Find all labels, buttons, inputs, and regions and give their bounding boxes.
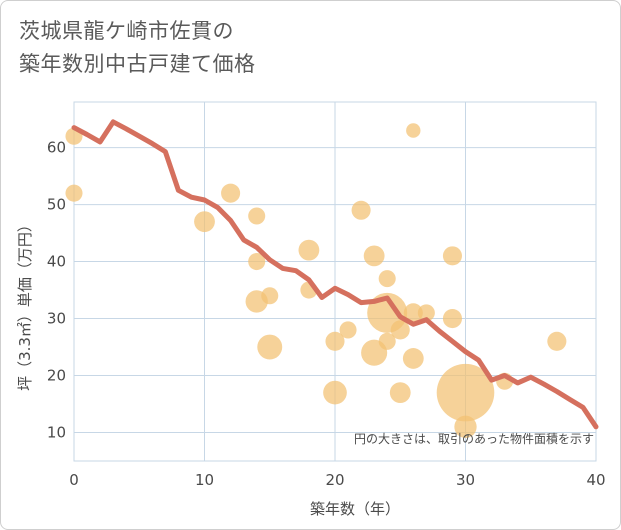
- bubble-point: [221, 183, 241, 203]
- bubble-point: [261, 287, 279, 305]
- bubble-point: [402, 348, 424, 369]
- grid: [73, 101, 597, 462]
- y-tick-label: 60: [47, 139, 66, 157]
- bubble-point: [378, 332, 396, 350]
- x-tick-label: 0: [69, 471, 79, 489]
- chart-title: 茨城県龍ケ崎市佐貫の 築年数別中古戸建て価格: [19, 15, 256, 81]
- line-layer: [71, 119, 599, 430]
- bubble-point: [417, 304, 435, 322]
- bubble-point: [547, 331, 567, 351]
- x-tick-label: 30: [456, 471, 475, 489]
- y-tick-label: 20: [47, 367, 66, 385]
- bubble-point: [442, 308, 462, 329]
- y-axis-title: 坪（3.3㎡）単価（万円）: [16, 217, 34, 391]
- y-tick-label: 30: [47, 310, 66, 328]
- x-tick-label: 40: [586, 471, 605, 489]
- x-tick-label: 20: [325, 471, 344, 489]
- bubble-point: [406, 123, 421, 138]
- bubble-point: [325, 331, 345, 351]
- bubble-point: [454, 415, 477, 438]
- bubble-point: [390, 320, 410, 340]
- x-axis-ticks: 0 10 20 30 40: [69, 471, 605, 489]
- y-tick-label: 50: [47, 196, 66, 214]
- bubble-point: [298, 239, 320, 261]
- x-tick-label: 10: [195, 471, 214, 489]
- bubble-point: [378, 270, 396, 288]
- bubble-point: [363, 245, 385, 267]
- average-price-line: [71, 119, 599, 430]
- bubble-point: [436, 363, 495, 422]
- bubble-point: [339, 321, 357, 339]
- x-axis-title: 築年数（年）: [310, 500, 400, 518]
- chart-title-line-2: 築年数別中古戸建て価格: [19, 52, 256, 76]
- y-tick-label: 10: [47, 424, 66, 442]
- chart-title-line-1: 茨城県龍ケ崎市佐貫の: [19, 19, 234, 43]
- y-tick-label: 40: [47, 253, 66, 271]
- bubble-point: [442, 246, 462, 266]
- bubble-point: [257, 334, 283, 360]
- bubble-point: [323, 380, 347, 405]
- bubble-point: [248, 207, 266, 225]
- bubble-point: [403, 303, 423, 323]
- y-axis-ticks: 10 20 30 40 50 60: [47, 139, 66, 442]
- bubble-point: [65, 184, 83, 202]
- bubble-point: [194, 211, 215, 233]
- bubble-size-note: 円の大きさは、取引のあった物件面積を示す: [354, 431, 594, 446]
- bubble-point: [351, 200, 371, 220]
- bubble-point: [248, 253, 266, 271]
- bubble-point: [389, 382, 411, 404]
- bubble-layer: [65, 123, 567, 438]
